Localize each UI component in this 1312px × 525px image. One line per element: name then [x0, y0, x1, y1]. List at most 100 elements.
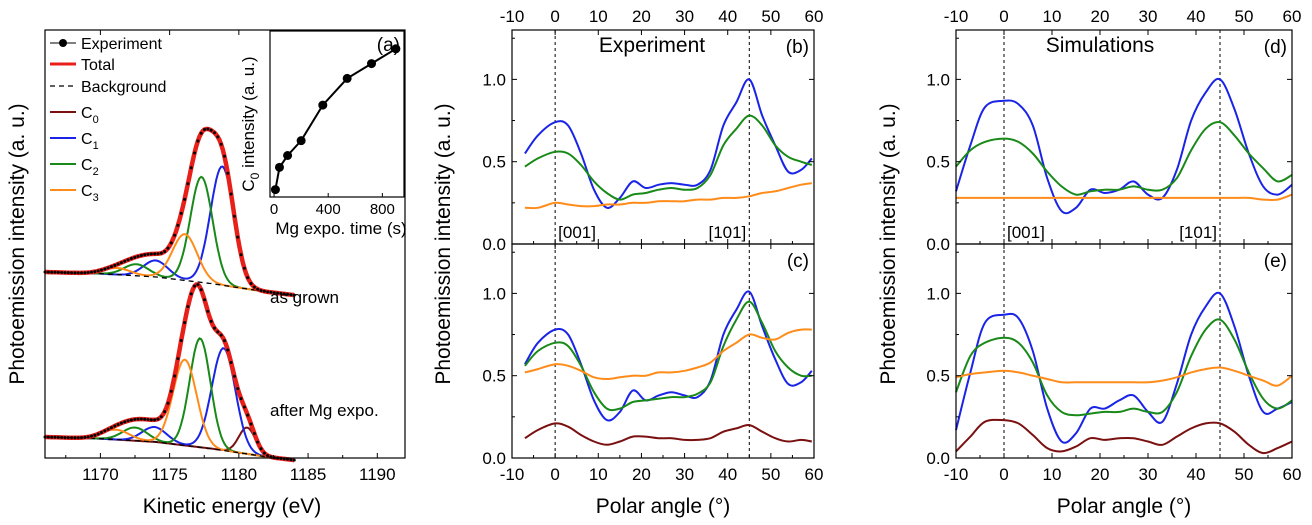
- as-grown-experiment-point: [50, 270, 54, 274]
- inset-x-tick-label: 0: [270, 201, 278, 218]
- as-grown-experiment-point: [70, 271, 74, 275]
- x-tick-label: 10: [1043, 465, 1062, 484]
- top-tick-label: 40: [718, 7, 737, 26]
- as-grown-experiment-point: [93, 270, 97, 274]
- panel-d: -10 0 10 20 30 40 50 60 0.0 0.5 1.0 (d) Simulations […: [926, 7, 1301, 254]
- top-tick-label: 20: [632, 7, 651, 26]
- after-mg-experiment-point: [212, 326, 216, 330]
- as-grown-experiment-point: [259, 288, 263, 292]
- as-grown-experiment-point: [119, 261, 123, 265]
- inset-x-tick-label: 400: [316, 201, 341, 218]
- after-mg-experiment-point: [113, 424, 117, 428]
- after-mg-experiment-point: [60, 435, 64, 439]
- as-grown-experiment-point: [226, 171, 230, 175]
- after-mg-experiment-point: [126, 419, 130, 423]
- after-mg-experiment-point: [66, 436, 70, 440]
- after-mg-experiment-point: [289, 458, 293, 462]
- as-grown-experiment-point: [232, 214, 236, 218]
- as-grown-experiment-point: [156, 252, 160, 256]
- plot-frame: [44, 29, 406, 459]
- y-axis-label: Photoemission intensity (a. u.): [432, 103, 455, 384]
- after-mg-experiment-point: [189, 292, 193, 296]
- top-tick-label: 60: [1283, 7, 1302, 26]
- legend-label: C2: [81, 157, 99, 178]
- inset-y-axis-label: C0 intensity (a. u.): [239, 56, 262, 191]
- after-mg-experiment-point: [106, 427, 110, 431]
- after-mg-experiment-point: [90, 434, 94, 438]
- as-grown-experiment-point: [166, 246, 170, 250]
- after-mg-experiment-point: [96, 432, 100, 436]
- panel-label: (d): [1264, 37, 1287, 58]
- top-tick-label: 60: [805, 7, 824, 26]
- legend-label: Experiment: [81, 36, 162, 53]
- x-tick-label: 20: [632, 465, 651, 484]
- series-C3-line: [524, 182, 812, 210]
- inset-point: [342, 73, 352, 83]
- after-mg-experiment-point: [222, 339, 226, 343]
- as-grown-experiment-point: [159, 251, 163, 255]
- inset-point: [283, 151, 293, 160]
- as-grown-experiment-point: [80, 271, 84, 275]
- after-mg-experiment-point: [292, 458, 296, 462]
- series-C1-line: [955, 291, 1293, 444]
- after-mg-experiment-point: [249, 422, 253, 426]
- y-axis-label: Photoemission intensity (a. u.): [877, 103, 900, 384]
- as-grown-experiment-point: [203, 128, 207, 132]
- y-tick-label: 0.0: [482, 235, 506, 254]
- as-grown-experiment-point: [63, 271, 67, 275]
- as-grown-experiment-point: [286, 292, 290, 296]
- y-tick-label: 0.0: [926, 235, 950, 254]
- after-mg-experiment-point: [109, 426, 113, 430]
- after-mg-experiment-point: [153, 418, 157, 422]
- x-tick-label: 10: [589, 465, 608, 484]
- as-grown-experiment-point: [272, 291, 276, 295]
- panel-label: (e): [1264, 251, 1287, 272]
- y-tick-label: 1.0: [482, 284, 506, 303]
- after-mg-experiment-point: [76, 436, 80, 440]
- as-grown-experiment-point: [153, 252, 157, 256]
- as-grown-background-line: [45, 271, 295, 296]
- after-mg-experiment-point: [186, 305, 190, 309]
- x-tick-label: 30: [1139, 465, 1158, 484]
- x-axis-label: Polar angle (°): [1057, 495, 1191, 518]
- as-grown-experiment-point: [209, 128, 213, 132]
- after-mg-experiment-point: [252, 431, 256, 435]
- as-grown-experiment-point: [56, 270, 60, 274]
- series-C3-line: [955, 193, 1293, 202]
- after-mg-experiment-point: [193, 284, 197, 288]
- as-grown-experiment-point: [186, 182, 190, 186]
- after-mg-experiment-point: [63, 436, 67, 440]
- panel-label: (b): [786, 37, 809, 58]
- after-mg-experiment-point: [93, 433, 97, 437]
- series-C1-line: [524, 290, 813, 422]
- x-tick-label: 0: [550, 465, 559, 484]
- after-mg-experiment-point: [179, 338, 183, 342]
- after-mg-experiment-point: [203, 298, 207, 302]
- panel-title: Experiment: [599, 34, 705, 57]
- as-grown-experiment-point: [236, 235, 240, 239]
- legend-marker: [59, 39, 67, 47]
- series-C0-line: [524, 422, 812, 446]
- y-axis-label: Photoemission intensity (a. u.): [6, 103, 29, 384]
- panel-spectra: 1170 1175 1180 1185 1190 as grown after Mg exp…: [43, 29, 406, 484]
- y-tick-label: 0.5: [926, 367, 950, 386]
- after-mg-experiment-point: [242, 405, 246, 409]
- after-mg-experiment-point: [236, 387, 240, 391]
- as-grown-experiment-point: [116, 262, 120, 266]
- legend-label: C3: [81, 183, 99, 204]
- top-tick-label: 30: [1139, 7, 1158, 26]
- as-grown-experiment-point: [90, 270, 94, 274]
- panel-a-inset: 0 400 800 (a) Mg expo. time (s) C0 intensity …: [239, 30, 407, 238]
- after-mg-experiment-point: [199, 288, 203, 292]
- after-mg-experiment-point: [103, 429, 107, 433]
- as-grown-experiment-point: [146, 252, 150, 256]
- top-tick-label: 30: [675, 7, 694, 26]
- as-grown-experiment-point: [173, 233, 177, 237]
- after-mg-experiment-point: [206, 309, 210, 313]
- after-mg-experiment-point: [219, 333, 223, 337]
- panel-title: Simulations: [1046, 34, 1155, 57]
- as-grown-experiment-point: [136, 254, 140, 258]
- as-grown-experiment-point: [206, 127, 210, 131]
- as-grown-experiment-point: [196, 139, 200, 143]
